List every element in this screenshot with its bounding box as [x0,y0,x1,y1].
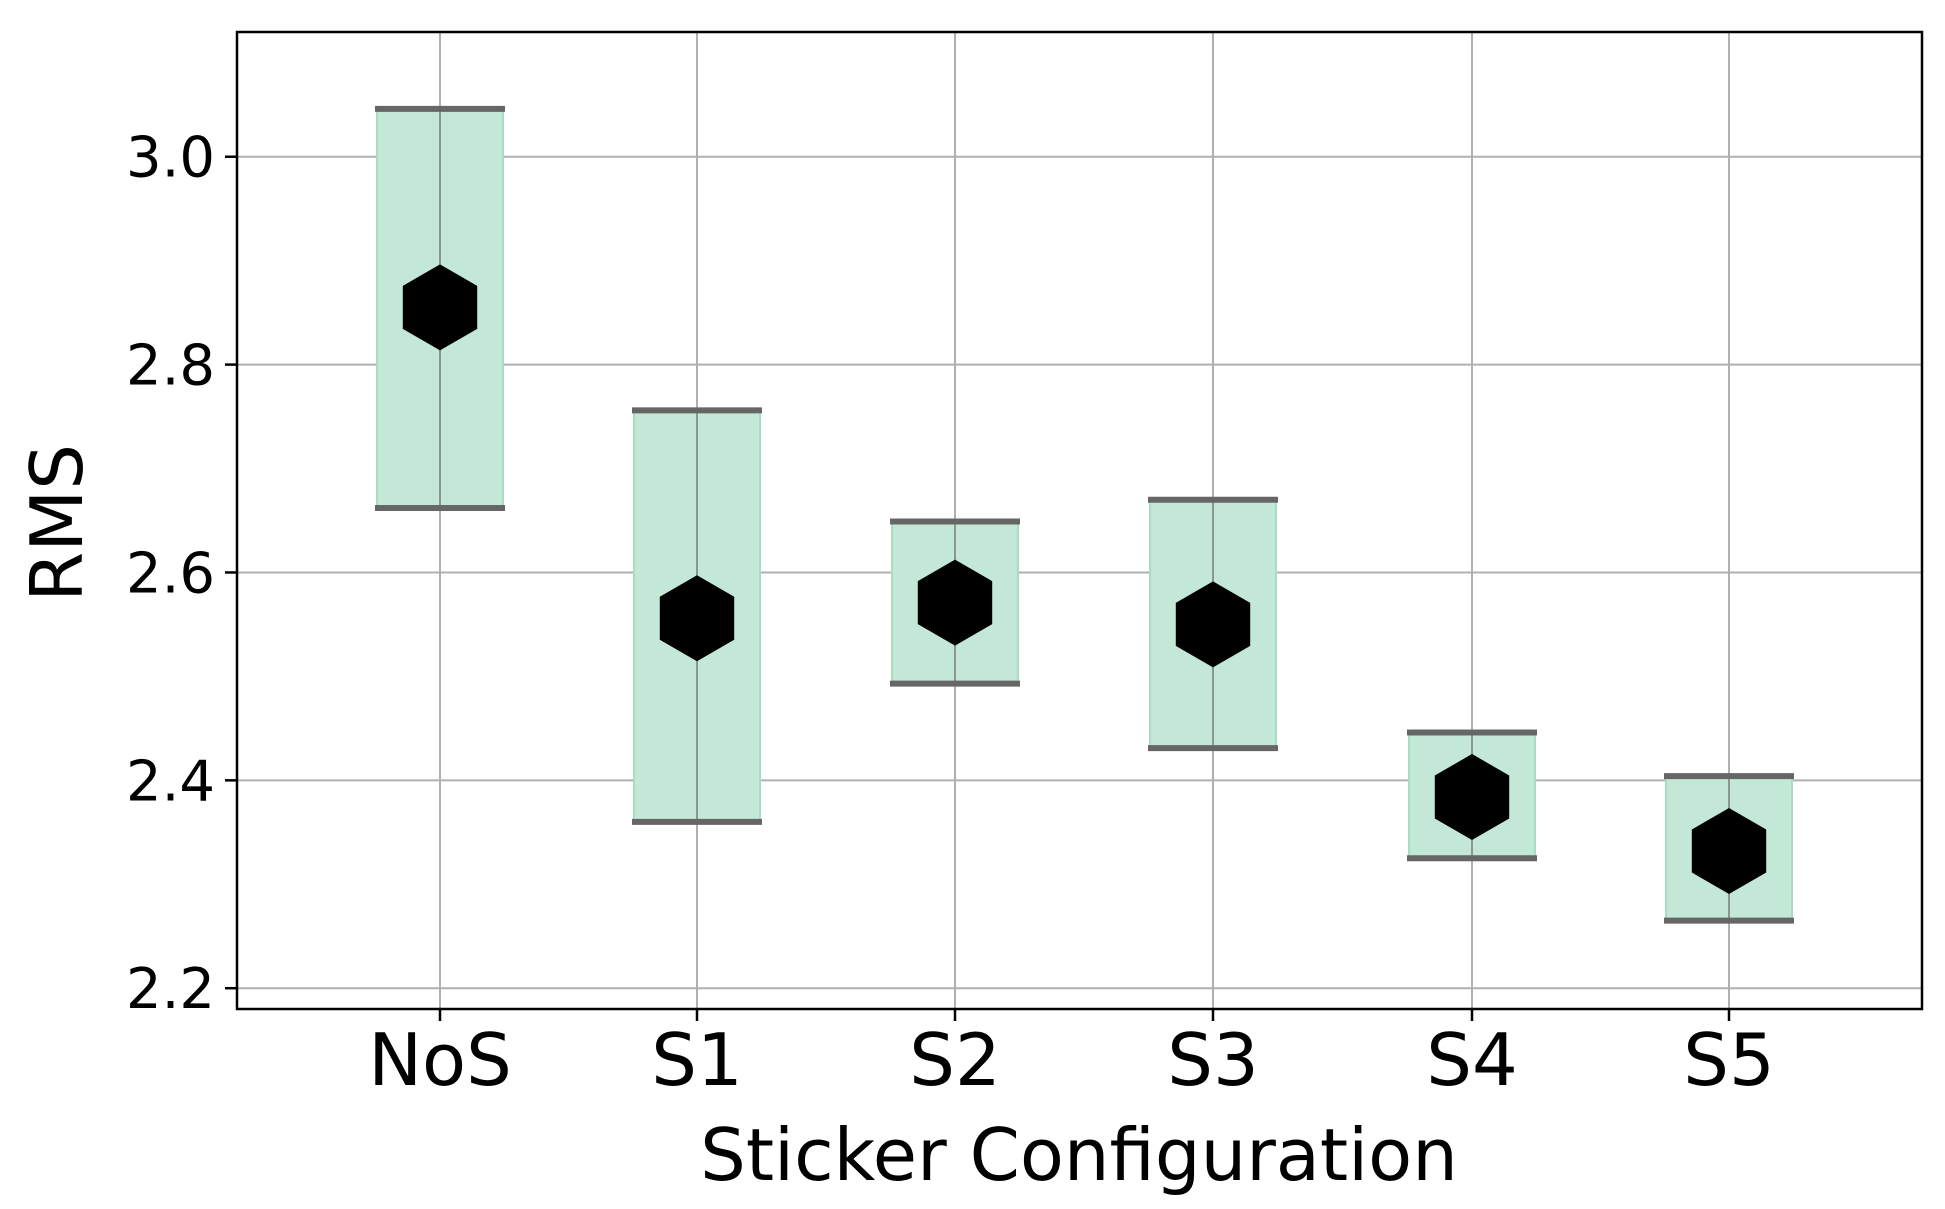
x-tick-label: NoS [368,1018,512,1102]
data-point [659,575,735,662]
plot-frame [235,30,1924,1011]
y-tick-label: 2.8 [126,334,215,399]
y-tick-label: 2.4 [126,749,215,814]
data-point [917,559,993,646]
y-tick-label: 3.0 [126,126,215,191]
data-point [402,264,478,351]
x-tick-label: S4 [1426,1018,1518,1102]
data-point [1434,754,1510,840]
y-tick-label: 2.6 [126,541,215,606]
x-axis-label: Sticker Configuration [700,1113,1458,1197]
y-tick-label: 2.2 [126,957,215,1022]
x-tick-label: S1 [651,1018,743,1102]
data-markers [402,264,1767,894]
data-point [1691,808,1767,894]
y-axis-label: RMS [15,444,99,602]
x-tick-label: S5 [1683,1018,1775,1102]
x-tick-labels: NoS S1 S2 S3 S4 S5 [368,1009,1775,1102]
x-tick-label: S2 [909,1018,1001,1102]
error-bands [375,105,1794,924]
y-tick-labels: 2.2 2.4 2.6 2.8 3.0 [126,126,237,1022]
data-point [1175,581,1251,668]
x-tick-label: S3 [1167,1018,1259,1102]
